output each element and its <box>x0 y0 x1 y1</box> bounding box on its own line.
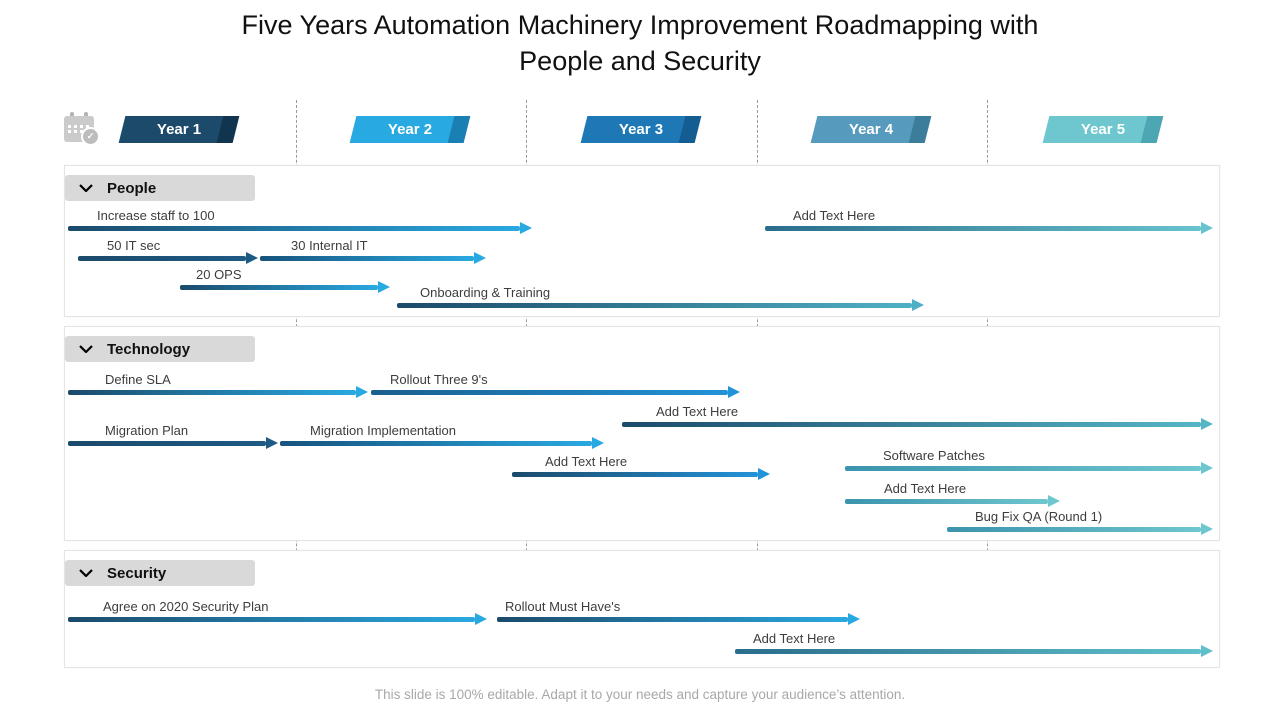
task-arrowhead <box>475 613 487 625</box>
task-label: Migration Plan <box>105 423 189 438</box>
task-arrow <box>765 222 1213 234</box>
section-panel-technology: Technology <box>64 326 1220 541</box>
slide-title: Five Years Automation Machinery Improvem… <box>0 8 1280 79</box>
section-panel-security: Security <box>64 550 1220 668</box>
task-label: 50 IT sec <box>107 238 161 253</box>
task-arrowhead <box>378 281 390 293</box>
task-label: Increase staff to 100 <box>97 208 215 223</box>
task-label: Add Text Here <box>793 208 876 223</box>
task-arrow <box>68 222 532 234</box>
task-arrow <box>371 386 740 398</box>
task-label: Onboarding & Training <box>420 285 551 300</box>
section-panel-people: People <box>64 165 1220 317</box>
task-label: Add Text Here <box>545 454 628 469</box>
task-label: Add Text Here <box>884 481 967 496</box>
task-arrow <box>735 645 1213 657</box>
task-arrowhead <box>592 437 604 449</box>
chevron-down-icon <box>79 569 93 577</box>
task-label: Migration Implementation <box>310 423 456 438</box>
task-arrow <box>68 386 368 398</box>
task-arrow <box>180 281 390 293</box>
check-icon: ✓ <box>81 127 100 146</box>
task-label: 20 OPS <box>196 267 242 282</box>
slide-title-line1: Five Years Automation Machinery Improvem… <box>241 10 1039 40</box>
chevron-down-icon <box>79 345 93 353</box>
task-label: Add Text Here <box>753 631 836 646</box>
task-arrow <box>622 418 1213 430</box>
task-arrowhead <box>520 222 532 234</box>
task-label: Software Patches <box>883 448 985 463</box>
task-arrow <box>845 495 1060 507</box>
task-arrowhead <box>912 299 924 311</box>
year-label: Year 3 <box>618 121 664 138</box>
section-header-technology: Technology <box>65 336 255 362</box>
task-arrowhead <box>246 252 258 264</box>
task-arrowhead <box>728 386 740 398</box>
section-title: Security <box>107 564 167 582</box>
section-title: People <box>107 179 157 197</box>
year-label: Year 4 <box>848 121 894 138</box>
task-label: 30 Internal IT <box>291 238 368 253</box>
task-arrowhead <box>758 468 770 480</box>
task-arrow <box>280 437 604 449</box>
chevron-down-icon <box>79 184 93 192</box>
year-banner-3: Year 3 <box>580 116 702 143</box>
task-label: Define SLA <box>105 372 171 387</box>
task-arrowhead <box>266 437 278 449</box>
task-arrowhead <box>1201 418 1213 430</box>
year-banner-4: Year 4 <box>810 116 932 143</box>
task-arrowhead <box>1201 222 1213 234</box>
task-label: Add Text Here <box>656 404 739 419</box>
task-arrow <box>397 299 924 311</box>
task-arrowhead <box>1048 495 1060 507</box>
task-label: Rollout Must Have's <box>505 599 621 614</box>
task-label: Rollout Three 9's <box>390 372 488 387</box>
task-arrow <box>845 462 1213 474</box>
task-arrowhead <box>1201 645 1213 657</box>
task-arrow <box>68 613 487 625</box>
year-label: Year 5 <box>1080 121 1126 138</box>
section-header-people: People <box>65 175 255 201</box>
task-arrow <box>260 252 486 264</box>
task-arrow <box>947 523 1213 535</box>
task-arrowhead <box>474 252 486 264</box>
task-arrowhead <box>848 613 860 625</box>
footer-note: This slide is 100% editable. Adapt it to… <box>374 687 906 702</box>
year-banner-1: Year 1 <box>118 116 240 143</box>
calendar-icon: ✓ <box>64 112 100 146</box>
task-arrow <box>512 468 770 480</box>
task-arrow <box>78 252 258 264</box>
year-banner-2: Year 2 <box>349 116 471 143</box>
section-header-security: Security <box>65 560 255 586</box>
year-banner-5: Year 5 <box>1042 116 1164 143</box>
slide-title-line2: People and Security <box>519 45 761 76</box>
year-label: Year 2 <box>387 121 433 138</box>
task-label: Agree on 2020 Security Plan <box>103 599 269 614</box>
year-label: Year 1 <box>156 121 202 138</box>
task-label: Bug Fix QA (Round 1) <box>975 509 1103 524</box>
section-title: Technology <box>107 340 191 358</box>
task-arrowhead <box>356 386 368 398</box>
task-arrow <box>497 613 860 625</box>
task-arrow <box>68 437 278 449</box>
task-arrowhead <box>1201 523 1213 535</box>
task-arrowhead <box>1201 462 1213 474</box>
